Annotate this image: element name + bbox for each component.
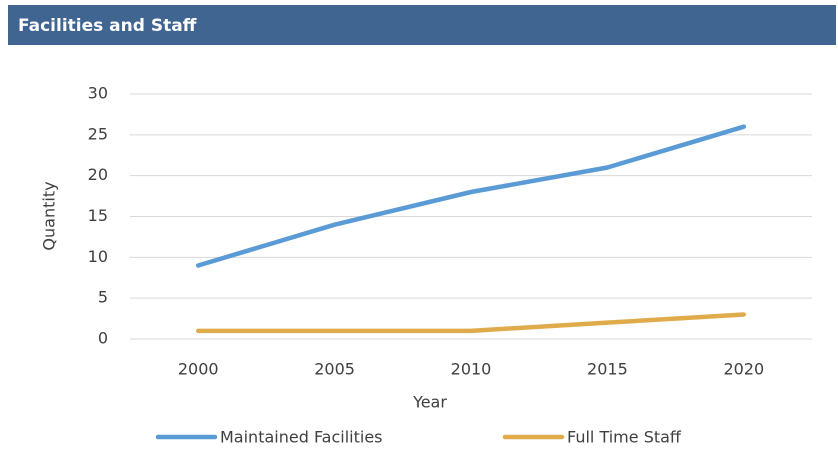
y-tick-label: 10 xyxy=(88,247,108,266)
x-tick-label: 2020 xyxy=(723,360,764,379)
y-tick-label: 20 xyxy=(88,165,108,184)
x-tick-label: 2015 xyxy=(587,360,628,379)
y-tick-label: 15 xyxy=(88,206,108,225)
x-tick-label: 2005 xyxy=(314,360,355,379)
y-axis-label: Quantity xyxy=(40,181,59,250)
x-tick-label: 2000 xyxy=(178,360,219,379)
y-tick-label: 0 xyxy=(98,329,108,348)
legend-label: Full Time Staff xyxy=(567,428,682,447)
y-tick-label: 25 xyxy=(88,124,108,143)
x-axis-label: Year xyxy=(412,393,447,412)
legend-label: Maintained Facilities xyxy=(220,428,383,447)
data-line xyxy=(195,312,747,334)
x-tick-label: 2010 xyxy=(451,360,492,379)
data-line xyxy=(195,124,747,268)
y-tick-label: 30 xyxy=(88,84,108,103)
header-bar xyxy=(8,5,836,45)
chart-title: Facilities and Staff xyxy=(18,16,197,36)
y-tick-label: 5 xyxy=(98,288,108,307)
